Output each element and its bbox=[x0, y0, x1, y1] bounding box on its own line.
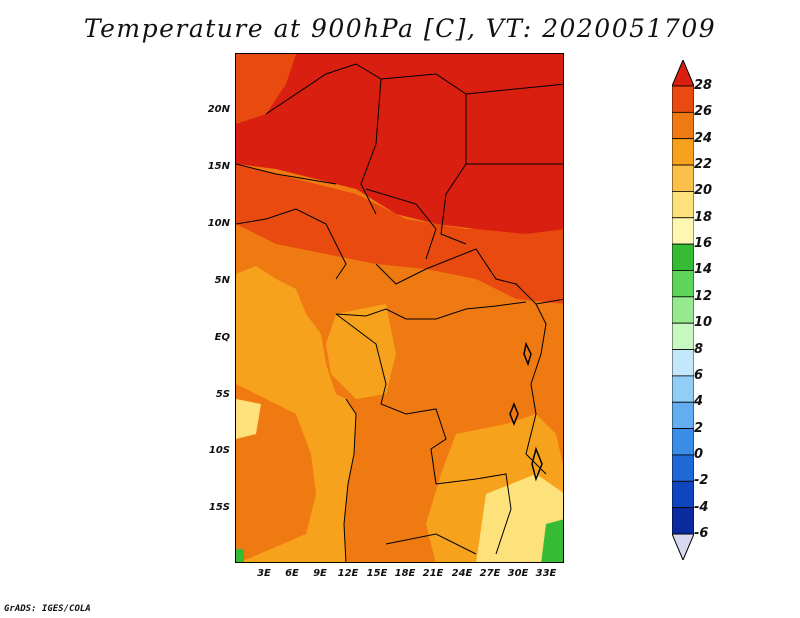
chart-title: Temperature at 900hPa [C], VT: 202005170… bbox=[83, 14, 717, 43]
border-nigeria-cameroon bbox=[236, 208, 347, 280]
green-patch-southeast bbox=[541, 519, 563, 562]
lat-label-15s: 15S bbox=[208, 502, 230, 513]
colorbar-label: 28 bbox=[694, 78, 713, 93]
colorbar-box bbox=[672, 401, 694, 429]
colorbar-box bbox=[672, 191, 694, 219]
colorbar-bottom-arrow bbox=[672, 533, 694, 560]
border-namibia bbox=[385, 533, 477, 555]
colorbar-label: -6 bbox=[694, 526, 709, 541]
gabon-region bbox=[326, 304, 396, 399]
colorbar-box bbox=[672, 349, 694, 377]
lat-label-eq: EQ bbox=[214, 332, 230, 343]
colorbar-box bbox=[672, 270, 694, 298]
colorbar-label: 4 bbox=[694, 394, 704, 410]
colorbar-box bbox=[672, 375, 694, 403]
border-gabon-congo bbox=[335, 313, 387, 405]
colorbar-box bbox=[672, 322, 694, 350]
colorbar-label: 10 bbox=[694, 315, 713, 331]
colorbar-label: 0 bbox=[694, 446, 704, 462]
colorbar-label: 12 bbox=[694, 288, 713, 304]
lat-label-10n: 10N bbox=[207, 218, 230, 229]
map-canvas bbox=[236, 54, 563, 562]
border-car-congo bbox=[335, 301, 527, 320]
lon-label-6e: 6E bbox=[285, 568, 299, 579]
colorbar-label: 22 bbox=[694, 157, 713, 173]
sahara-hot-region bbox=[236, 54, 563, 234]
lon-label-12e: 12E bbox=[337, 568, 359, 579]
border-zambia bbox=[435, 473, 512, 555]
lat-label-10s: 10S bbox=[208, 445, 230, 456]
colorbar-label: 26 bbox=[694, 104, 713, 120]
colorbar-label: 20 bbox=[694, 183, 713, 199]
colorbar-label: -2 bbox=[694, 473, 709, 489]
lat-label-5s: 5S bbox=[215, 389, 230, 400]
northwest-warm-patch bbox=[236, 54, 296, 124]
lon-label-9e: 9E bbox=[313, 568, 327, 579]
colorbar-label: 8 bbox=[694, 341, 704, 357]
lon-label-30e: 30E bbox=[507, 568, 529, 579]
border-drc-angola bbox=[380, 403, 447, 485]
colorbar-label: 16 bbox=[694, 236, 713, 252]
colorbar-label: 6 bbox=[694, 367, 704, 383]
border-east-lakes bbox=[525, 303, 547, 475]
lakes bbox=[509, 341, 543, 482]
lat-label-15n: 15N bbox=[207, 161, 230, 172]
grads-credit: GrADS: IGES/COLA bbox=[4, 604, 91, 614]
colorbar-box bbox=[672, 243, 694, 271]
lat-label-5n: 5N bbox=[214, 275, 230, 286]
country-borders bbox=[236, 63, 563, 562]
lon-label-33e: 33E bbox=[535, 568, 557, 579]
colorbar-label: 24 bbox=[694, 130, 713, 146]
border-car-sudan bbox=[375, 248, 563, 305]
colorbar-label: 14 bbox=[694, 262, 713, 278]
lon-label-21e: 21E bbox=[422, 568, 444, 579]
colorbar-box bbox=[672, 507, 694, 535]
colorbar-label: -4 bbox=[694, 499, 709, 515]
colorbar-box bbox=[672, 480, 694, 509]
sahel-warm-band bbox=[236, 164, 563, 304]
lake-victoria bbox=[523, 341, 532, 367]
colorbar bbox=[672, 60, 694, 560]
border-libya bbox=[465, 83, 563, 95]
border-lake-chad bbox=[365, 188, 437, 260]
lon-label-27e: 27E bbox=[479, 568, 501, 579]
colorbar-box bbox=[672, 111, 694, 140]
lon-label-18e: 18E bbox=[394, 568, 416, 579]
border-angola-coast bbox=[343, 398, 357, 562]
colorbar-box bbox=[672, 85, 694, 113]
pale-plateau-region bbox=[476, 474, 563, 562]
lake-tanganyika bbox=[509, 401, 519, 427]
colorbar-box bbox=[672, 296, 694, 324]
lon-label-15e: 15E bbox=[366, 568, 388, 579]
lon-label-3e: 3E bbox=[257, 568, 271, 579]
colorbar-box bbox=[672, 138, 694, 166]
colorbar-box bbox=[672, 164, 694, 192]
colorbar-label: 2 bbox=[694, 420, 704, 436]
lat-label-20n: 20N bbox=[207, 104, 230, 115]
lon-label-24e: 24E bbox=[451, 568, 473, 579]
pale-coastal-region bbox=[236, 399, 261, 439]
colorbar-top-arrow bbox=[672, 60, 694, 87]
lake-malawi bbox=[531, 446, 543, 482]
green-patch-southwest bbox=[236, 549, 244, 562]
border-nigeria-north bbox=[236, 163, 337, 185]
colorbar-label: 18 bbox=[694, 209, 713, 225]
temperature-map bbox=[235, 53, 564, 563]
colorbar-box bbox=[672, 428, 694, 456]
colorbar-box bbox=[672, 217, 694, 245]
colorbar-box bbox=[672, 454, 694, 482]
